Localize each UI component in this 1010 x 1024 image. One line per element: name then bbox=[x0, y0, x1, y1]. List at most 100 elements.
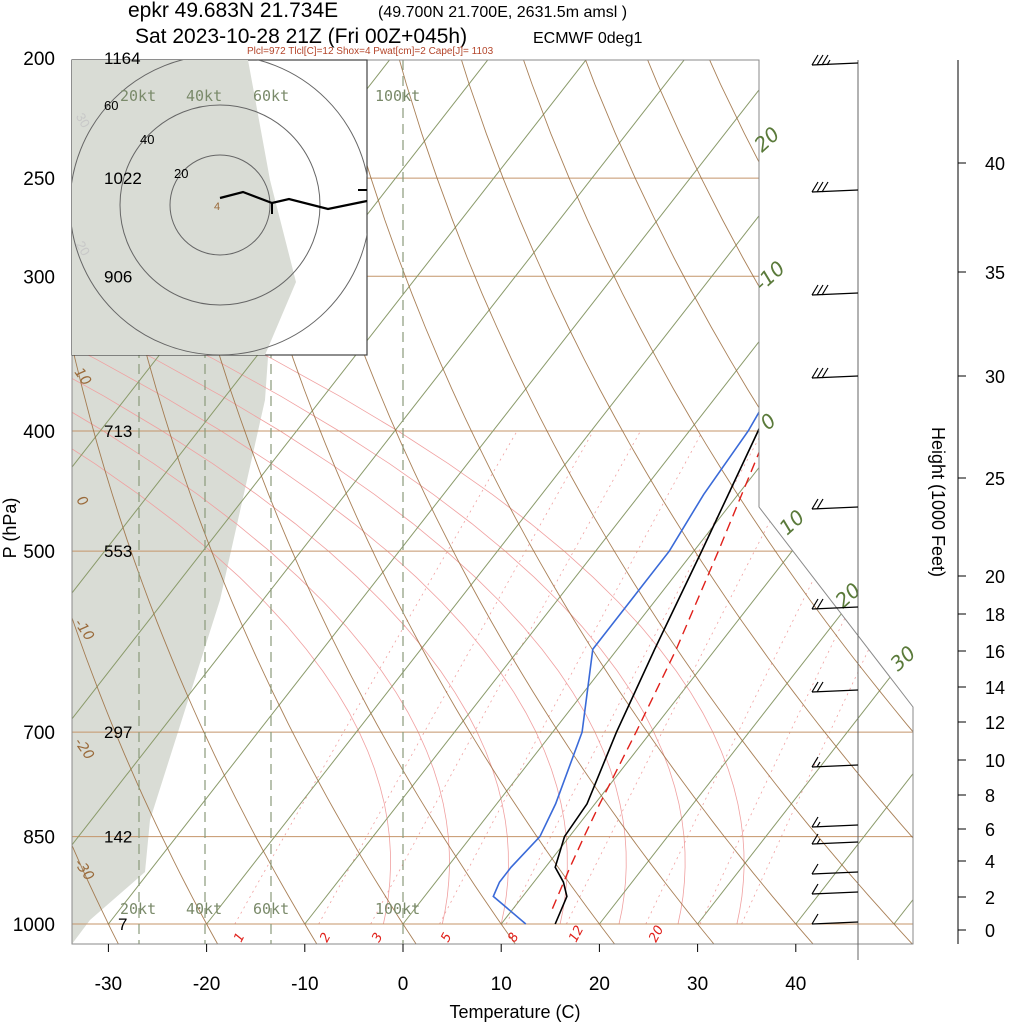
wind-barb-staff bbox=[811, 891, 859, 895]
wind-barb-staff bbox=[811, 189, 859, 193]
pressure-label-200: 200 bbox=[23, 49, 55, 70]
dry-adiabat-line bbox=[760, 60, 913, 944]
x-tick-label: -10 bbox=[291, 974, 318, 995]
wind-barb-staff bbox=[811, 824, 859, 828]
dewpoint-profile bbox=[492, 60, 913, 925]
height-ticks: 0 2 4 6 8 10 12 14 16 18 20 25 30 35 40 bbox=[958, 154, 1005, 941]
valid-time: Sat 2023-10-28 21Z (Fri 00Z+045h) bbox=[135, 25, 467, 48]
mixing-ratio-line bbox=[645, 430, 889, 925]
x-tick-label: 40 bbox=[785, 974, 806, 995]
height-tick-label: 40 bbox=[985, 154, 1005, 174]
pressure-label-850: 850 bbox=[23, 828, 55, 849]
hodograph-ring-40 bbox=[119, 104, 321, 306]
model-name: ECMWF 0deg1 bbox=[533, 30, 642, 47]
height-tick-label: 4 bbox=[985, 852, 995, 872]
isotherm-line bbox=[72, 60, 611, 925]
gph-label-850: 142 bbox=[104, 828, 132, 847]
wind-barb-flag bbox=[811, 816, 819, 828]
temperature-ticks: -30 -20 -10 0 10 20 30 40 bbox=[95, 944, 806, 995]
wind-barb-flag bbox=[821, 181, 829, 193]
wind-barb-flag bbox=[821, 54, 829, 66]
wind-barb-staff bbox=[811, 375, 859, 379]
wind-barb bbox=[811, 498, 859, 510]
mixing-ratio-line bbox=[566, 430, 818, 925]
wind-barb-flag bbox=[811, 498, 819, 510]
mix-label-2: 2 bbox=[317, 931, 334, 945]
moist-adiabat-line bbox=[72, 60, 509, 925]
kt-label-100-bottom: 100kt bbox=[375, 900, 420, 918]
wind-barb-half-flag bbox=[816, 821, 821, 828]
moist-adiabat-line bbox=[72, 60, 627, 925]
height-tick-label: 20 bbox=[985, 567, 1005, 587]
wind-barb bbox=[811, 816, 859, 828]
station-title: epkr 49.683N 21.734E bbox=[128, 0, 338, 22]
wind-barb-staff bbox=[811, 871, 859, 875]
mix-label-3: 3 bbox=[369, 931, 386, 945]
kt-label-40-bottom: 40kt bbox=[186, 900, 222, 918]
height-tick-label: 8 bbox=[985, 786, 995, 806]
height-tick-label: 35 bbox=[985, 263, 1005, 283]
wind-barb bbox=[811, 54, 859, 66]
wind-barb-flag bbox=[816, 498, 824, 510]
pressure-label-250: 250 bbox=[23, 169, 55, 190]
hodograph-ring-20 bbox=[169, 154, 271, 256]
dry-adiabat-line bbox=[72, 60, 321, 944]
isotherm-label-minus10: -10 bbox=[749, 256, 789, 296]
stability-indices: Plcl=972 Tlcl[C]=12 Shox=4 Pwat[cm]=2 Ca… bbox=[247, 46, 494, 57]
x-tick-label: 30 bbox=[687, 974, 708, 995]
gph-label-500: 553 bbox=[104, 542, 132, 561]
hodo-faded-label-20: 20 bbox=[73, 238, 93, 258]
isotherm-line bbox=[402, 60, 913, 925]
dry-adiabat-line bbox=[817, 60, 913, 944]
isotherm-line bbox=[72, 60, 709, 925]
wind-barb-flag bbox=[816, 367, 824, 379]
isotherm-line bbox=[304, 60, 913, 925]
wind-barb-staff bbox=[811, 292, 859, 296]
isotherm-label-30: 30 bbox=[885, 641, 920, 676]
wind-barb-half-flag bbox=[816, 761, 821, 768]
kt-label-100-top: 100kt bbox=[375, 87, 420, 105]
wind-barb-half-flag bbox=[826, 59, 831, 66]
x-tick-label: -30 bbox=[95, 974, 122, 995]
gph-label-700: 297 bbox=[104, 723, 132, 742]
temperature-profile bbox=[554, 60, 913, 925]
wind-barb bbox=[811, 863, 859, 875]
wind-barb-staff bbox=[811, 921, 859, 925]
moist-adiabat-line bbox=[72, 60, 568, 925]
mixing-ratio-labels: 1 2 3 5 8 12 20 bbox=[231, 923, 667, 945]
mix-label-20: 20 bbox=[646, 923, 667, 945]
mix-label-8: 8 bbox=[505, 931, 522, 945]
mixing-ratio-line bbox=[318, 430, 594, 925]
wind-barb-staff bbox=[811, 62, 859, 66]
dry-adiabat-line bbox=[474, 60, 913, 944]
moist-adiabat-line bbox=[72, 60, 745, 925]
ring-label-60: 60 bbox=[104, 98, 118, 113]
hodo-faded-label-30: 30 bbox=[73, 110, 93, 130]
wind-barb-staff bbox=[811, 606, 859, 610]
gph-label-300: 906 bbox=[104, 267, 132, 286]
pressure-ticks: 1501350200116425010223009064007135005537… bbox=[13, 49, 142, 936]
wind-scale-labels-bottom: 20kt 40kt 60kt 100kt bbox=[120, 900, 420, 918]
dry-adiabat-line bbox=[72, 60, 122, 944]
pressure-label-300: 300 bbox=[23, 267, 55, 288]
wind-barb-flag bbox=[811, 863, 819, 875]
wind-barb bbox=[811, 598, 859, 610]
moist-adiabat-line bbox=[72, 60, 391, 925]
hodograph-trace bbox=[219, 190, 367, 211]
x-tick-label: 0 bbox=[398, 974, 409, 995]
gph-label-1000: 7 bbox=[118, 915, 127, 934]
dry-adiabat-line bbox=[360, 60, 913, 944]
kt-label-20-top: 20kt bbox=[120, 87, 156, 105]
kt-label-60-top: 60kt bbox=[253, 87, 289, 105]
dry-adiabat-line bbox=[0, 0, 22, 950]
dry-adiabat-line bbox=[532, 60, 913, 944]
wind-barb-staff bbox=[811, 689, 859, 693]
wind-barb-flag bbox=[811, 756, 819, 768]
height-axis-label: Height (1000 Feet) bbox=[928, 427, 948, 577]
wind-barb-flag bbox=[811, 284, 819, 296]
dry-adiabat-line bbox=[703, 60, 913, 944]
wind-barb-flag bbox=[811, 681, 819, 693]
wind-barb-flag bbox=[811, 913, 819, 925]
x-tick-label: 20 bbox=[589, 974, 610, 995]
